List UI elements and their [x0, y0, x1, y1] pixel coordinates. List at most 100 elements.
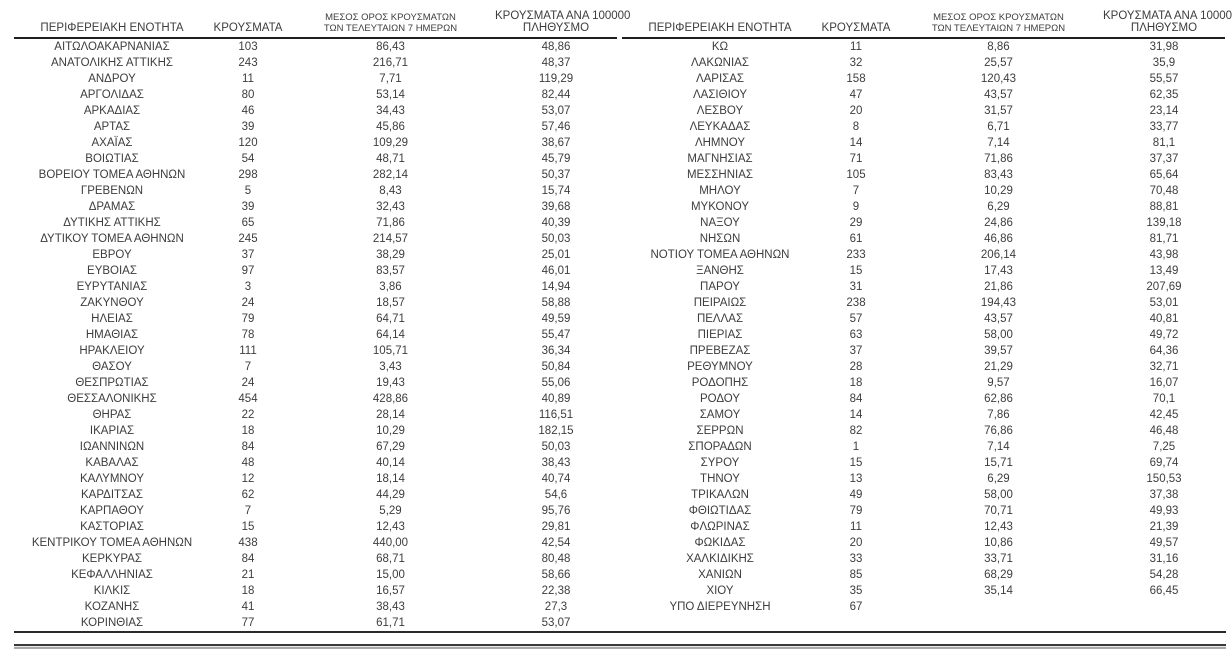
table-row: ΛΑΡΙΣΑΣ 158 120,43 55,57	[622, 71, 1225, 87]
region-name-cell: ΧΑΝΙΩΝ	[698, 569, 742, 581]
table-row: ΚΕΝΤΡΙΚΟΥ ΤΟΜΕΑ ΑΘΗΝΩΝ 438 440,00 42,54	[14, 535, 617, 551]
table-row: ΔΡΑΜΑΣ 39 32,43 39,68	[14, 199, 617, 215]
cases-cell: 24	[241, 377, 255, 389]
region-name-cell: ΞΑΝΘΗΣ	[696, 265, 744, 277]
per100k-cell: 29,81	[541, 521, 571, 533]
table-header-right: ΠΕΡΙΦΕΡΕΙΑΚΗ ΕΝΟΤΗΤΑ ΚΡΟΥΣΜΑΤΑ ΜΕΣΟΣ ΟΡΟ…	[622, 5, 1232, 39]
avg7-cell: 214,57	[372, 233, 409, 245]
cases-cell: 11	[850, 41, 862, 53]
column-header-per100k-line2: ΠΛΗΘΥΣΜΟ	[1130, 22, 1198, 35]
region-name-cell: ΠΕΛΛΑΣ	[696, 313, 744, 325]
avg7-cell: 44,29	[376, 489, 405, 501]
per100k-cell: 49,59	[541, 313, 571, 325]
per100k-cell: 37,38	[1149, 489, 1179, 501]
cases-cell: 238	[846, 297, 866, 309]
region-name-cell: ΝΑΞΟΥ	[700, 217, 740, 229]
cases-cell: 37	[241, 249, 255, 261]
cases-cell: 438	[238, 537, 258, 549]
region-name-cell: ΚΑΛΥΜΝΟΥ	[80, 473, 144, 485]
table-row: ΝΟΤΙΟΥ ΤΟΜΕΑ ΑΘΗΝΩΝ 233 206,14 43,98	[622, 247, 1225, 263]
cases-cell: 37	[849, 345, 863, 357]
table-row: ΡΟΔΟΠΗΣ 18 9,57 16,07	[622, 375, 1225, 391]
table-row: ΡΟΔΟΥ 84 62,86 70,1	[622, 391, 1225, 407]
cases-cell: 15	[849, 265, 863, 277]
table-row: ΗΛΕΙΑΣ 79 64,71 49,59	[14, 311, 617, 327]
avg7-cell: 35,14	[984, 585, 1013, 597]
table-row: ΔΥΤΙΚΗΣ ΑΤΤΙΚΗΣ 65 71,86 40,39	[14, 215, 617, 231]
per100k-cell: 7,25	[1152, 441, 1176, 453]
per100k-cell: 95,76	[541, 505, 571, 517]
region-name-cell: ΕΥΡΥΤΑΝΙΑΣ	[76, 281, 148, 293]
avg7-cell: 71,86	[376, 217, 405, 229]
cases-cell: 62	[241, 489, 255, 501]
per100k-cell: 16,07	[1149, 377, 1179, 389]
cases-cell: 65	[241, 217, 255, 229]
cases-cell: 5	[244, 185, 252, 197]
avg7-cell: 38,43	[376, 601, 405, 613]
per100k-cell: 54,28	[1149, 569, 1179, 581]
table-row: ΘΗΡΑΣ 22 28,14 116,51	[14, 407, 617, 423]
table-row: ΧΑΝΙΩΝ 85 68,29 54,28	[622, 567, 1225, 583]
avg7-cell: 38,29	[376, 249, 405, 261]
header-row: ΠΕΡΙΦΕΡΕΙΑΚΗ ΕΝΟΤΗΤΑ ΚΡΟΥΣΜΑΤΑ ΜΕΣΟΣ ΟΡΟ…	[14, 5, 630, 39]
cases-cell: 80	[241, 89, 255, 101]
per100k-cell: 50,37	[541, 169, 571, 181]
column-header-cases-label: ΚΡΟΥΣΜΑΤΑ	[821, 22, 891, 35]
region-name-cell: ΚΙΛΚΙΣ	[93, 585, 131, 597]
avg7-cell: 8,86	[987, 41, 1010, 53]
per100k-cell: 57,46	[541, 121, 571, 133]
avg7-cell: 21,29	[984, 361, 1013, 373]
cases-cell: 24	[241, 297, 255, 309]
avg7-cell: 64,71	[376, 313, 405, 325]
avg7-cell: 25,57	[984, 57, 1013, 69]
cases-cell: 105	[846, 169, 866, 181]
per100k-cell: 37,37	[1149, 153, 1179, 165]
table-row: ΛΗΜΝΟΥ 14 7,14 81,1	[622, 135, 1225, 151]
cases-cell: 11	[850, 521, 862, 533]
per100k-cell: 58,88	[541, 297, 571, 309]
table-row: ΠΑΡΟΥ 31 21,86 207,69	[622, 279, 1225, 295]
per100k-cell: 53,07	[541, 617, 571, 629]
region-name-cell: ΡΟΔΟΥ	[699, 393, 741, 405]
avg7-cell: 76,86	[984, 425, 1013, 437]
avg7-cell: 10,29	[376, 425, 405, 437]
avg7-cell: 64,14	[376, 329, 405, 341]
avg7-cell: 58,00	[984, 489, 1013, 501]
column-header-avg7: ΜΕΣΟΣ ΟΡΟΣ ΚΡΟΥΣΜΑΤΩΝ ΤΩΝ ΤΕΛΕΥΤΑΙΩΝ 7 Η…	[894, 5, 1103, 39]
column-header-per100k: ΚΡΟΥΣΜΑΤΑ ΑΝΑ 100000 ΠΛΗΘΥΣΜΟ	[1103, 5, 1232, 39]
per100k-cell: 22,38	[541, 585, 571, 597]
region-name-cell: ΡΕΘΥΜΝΟΥ	[687, 361, 753, 373]
column-header-avg7-line2: ΤΩΝ ΤΕΛΕΥΤΑΙΩΝ 7 ΗΜΕΡΩΝ	[931, 23, 1066, 35]
column-header-region-label: ΠΕΡΙΦΕΡΕΙΑΚΗ ΕΝΟΤΗΤΑ	[648, 22, 792, 35]
cases-cell: 32	[849, 57, 863, 69]
region-name-cell: ΛΕΥΚΑΔΑΣ	[689, 121, 751, 133]
per100k-cell: 27,3	[544, 601, 568, 613]
avg7-cell: 16,57	[376, 585, 405, 597]
avg7-cell	[894, 599, 1103, 615]
table-row: ΚΑΛΥΜΝΟΥ 12 18,14 40,74	[14, 471, 617, 487]
table-row: ΠΕΙΡΑΙΩΣ 238 194,43 53,01	[622, 295, 1225, 311]
per100k-cell: 58,66	[541, 569, 571, 581]
region-name-cell: ΕΒΡΟΥ	[92, 249, 132, 261]
table-row: ΙΩΑΝΝΙΝΩΝ 84 67,29 50,03	[14, 439, 617, 455]
region-name-cell: ΝΗΣΩΝ	[699, 233, 741, 245]
avg7-cell: 67,29	[376, 441, 405, 453]
table-row: ΗΜΑΘΙΑΣ 78 64,14 55,47	[14, 327, 617, 343]
table-row: ΑΧΑΪΑΣ 120 109,29 38,67	[14, 135, 617, 151]
cases-cell: 7	[852, 185, 860, 197]
region-name-cell: ΚΟΡΙΝΘΙΑΣ	[80, 617, 144, 629]
table-row: ΦΛΩΡΙΝΑΣ 11 12,43 21,39	[622, 519, 1225, 535]
region-name-cell: ΠΑΡΟΥ	[700, 281, 740, 293]
region-name-cell: ΑΝΔΡΟΥ	[88, 73, 136, 85]
per100k-cell: 42,54	[541, 537, 571, 549]
avg7-cell: 58,00	[984, 329, 1013, 341]
region-name-cell: ΔΡΑΜΑΣ	[88, 201, 136, 213]
per100k-cell: 82,44	[541, 89, 571, 101]
regional-table-left: ΠΕΡΙΦΕΡΕΙΑΚΗ ΕΝΟΤΗΤΑ ΚΡΟΥΣΜΑΤΑ ΜΕΣΟΣ ΟΡΟ…	[14, 5, 630, 631]
avg7-cell: 10,29	[984, 185, 1013, 197]
table-row: ΘΕΣΣΑΛΟΝΙΚΗΣ 454 428,86 40,89	[14, 391, 617, 407]
table-row: ΗΡΑΚΛΕΙΟΥ 111 105,71 36,34	[14, 343, 617, 359]
region-name-cell: ΥΠΟ ΔΙΕΡΕΥΝΗΣΗ	[669, 601, 771, 613]
table-row: ΦΩΚΙΔΑΣ 20 10,86 49,57	[622, 535, 1225, 551]
